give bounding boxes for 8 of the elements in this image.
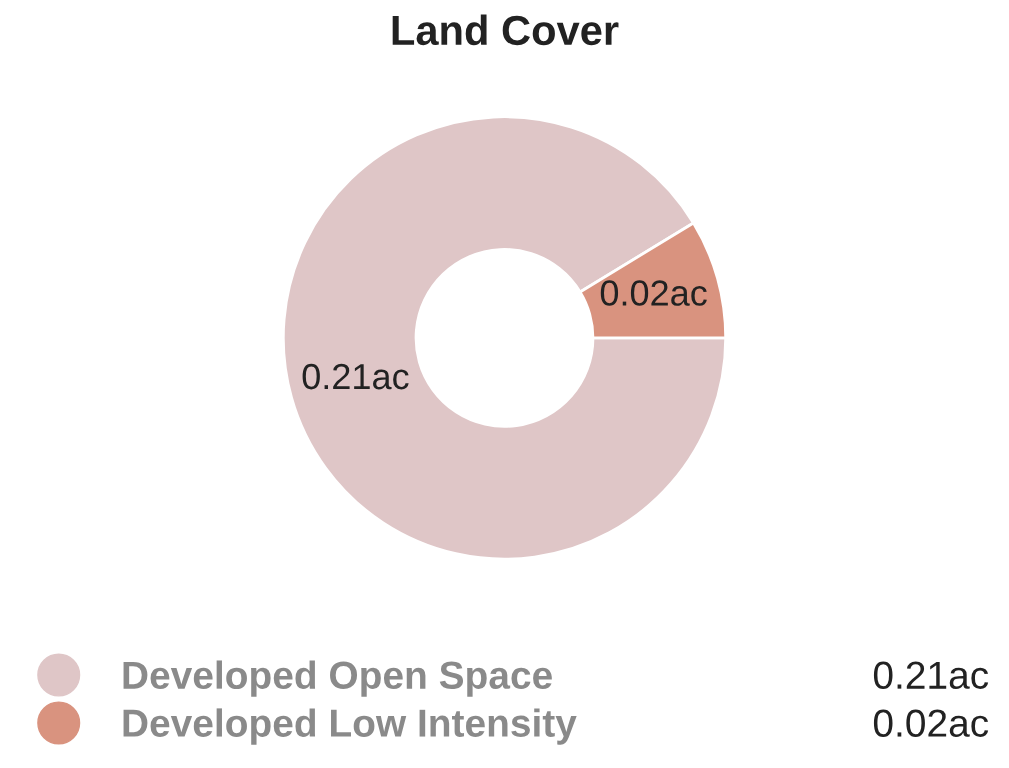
chart-title: Land Cover: [392, 14, 619, 46]
data-label: 0.02ac: [600, 280, 707, 306]
donut-slice: [281, 115, 728, 561]
data-label: 0.21ac: [302, 363, 409, 390]
legend-label: Developed Low Intensity: [123, 708, 577, 745]
text: 0.02ac: [873, 709, 989, 737]
legend-label: Developed Open Space: [123, 660, 552, 697]
text: 0.21ac: [873, 661, 989, 690]
